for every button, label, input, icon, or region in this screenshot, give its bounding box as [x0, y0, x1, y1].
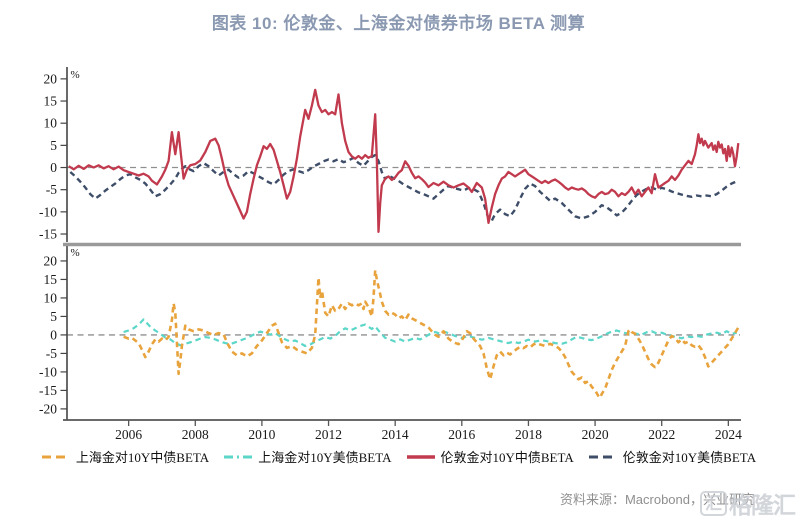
x-tick-label: 2020: [582, 427, 609, 442]
gelonghui-watermark-logo: 汇 格隆汇: [700, 486, 796, 520]
legend-item-shanghai-cn-beta: 上海金对10Y中债BETA: [41, 447, 209, 466]
x-tick-label: 2018: [515, 427, 542, 442]
legend-item-london-us-beta: 伦敦金对10Y美债BETA: [588, 447, 756, 466]
chart-title: 图表 10: 伦敦金、上海金对债券市场 BETA 测算: [211, 14, 586, 33]
legend: 上海金对10Y中债BETA 上海金对10Y美债BETA 伦敦金对10Y中债BET…: [0, 447, 797, 466]
y-tick-label: -5: [46, 182, 57, 197]
y-axis-unit-label: %: [71, 247, 80, 259]
y-tick-label: -5: [46, 346, 57, 361]
x-tick-label: 2022: [648, 427, 675, 442]
dash-dot-line-icon: [224, 455, 253, 458]
legend-label: 上海金对10Y中债BETA: [75, 450, 210, 465]
y-tick-label: -15: [39, 383, 57, 398]
series-line-shanghai_us: [123, 318, 737, 348]
x-tick-label: 2012: [315, 427, 342, 442]
x-tick-label: 2010: [248, 427, 275, 442]
y-tick-label: 20: [44, 71, 58, 86]
y-tick-label: -20: [39, 401, 57, 416]
y-tick-label: -10: [39, 204, 57, 219]
y-tick-label: 5: [50, 138, 57, 153]
legend-label: 伦敦金对10Y美债BETA: [622, 450, 757, 465]
x-tick-label: 2016: [448, 427, 475, 442]
solid-line-icon: [406, 454, 435, 459]
legend-item-london-cn-beta: 伦敦金对10Y中债BETA: [406, 447, 574, 466]
dashed-line-icon: [41, 455, 70, 458]
legend-label: 伦敦金对10Y中债BETA: [440, 450, 574, 465]
watermark-text: 格隆汇: [729, 492, 796, 518]
legend-label: 上海金对10Y美债BETA: [258, 450, 392, 465]
y-tick-label: -15: [39, 227, 57, 242]
series-line-shanghai_cn: [123, 268, 740, 400]
series-line-london_us: [69, 153, 738, 222]
y-tick-label: 0: [50, 327, 57, 342]
x-tick-label: 2024: [715, 427, 742, 442]
y-tick-label: 10: [44, 290, 58, 305]
x-tick-label: 2006: [115, 427, 142, 442]
series-line-london_cn: [68, 88, 740, 233]
watermark-logo-icon: 汇: [700, 490, 727, 516]
x-tick-label: 2014: [382, 427, 409, 442]
y-tick-label: 5: [50, 309, 57, 324]
y-tick-label: 20: [44, 253, 58, 268]
y-tick-label: 15: [44, 272, 58, 287]
source-text: 资料来源：Macrobond，兴业研究: [559, 492, 755, 507]
y-tick-label: 10: [44, 116, 58, 131]
y-tick-label: -10: [39, 364, 57, 379]
y-tick-label: 15: [44, 94, 58, 109]
dashed-line-icon: [588, 455, 617, 458]
y-tick-label: 0: [50, 160, 57, 175]
y-axis-unit-label: %: [71, 69, 80, 81]
legend-item-shanghai-us-beta: 上海金对10Y美债BETA: [223, 447, 392, 466]
x-tick-label: 2008: [182, 427, 209, 442]
